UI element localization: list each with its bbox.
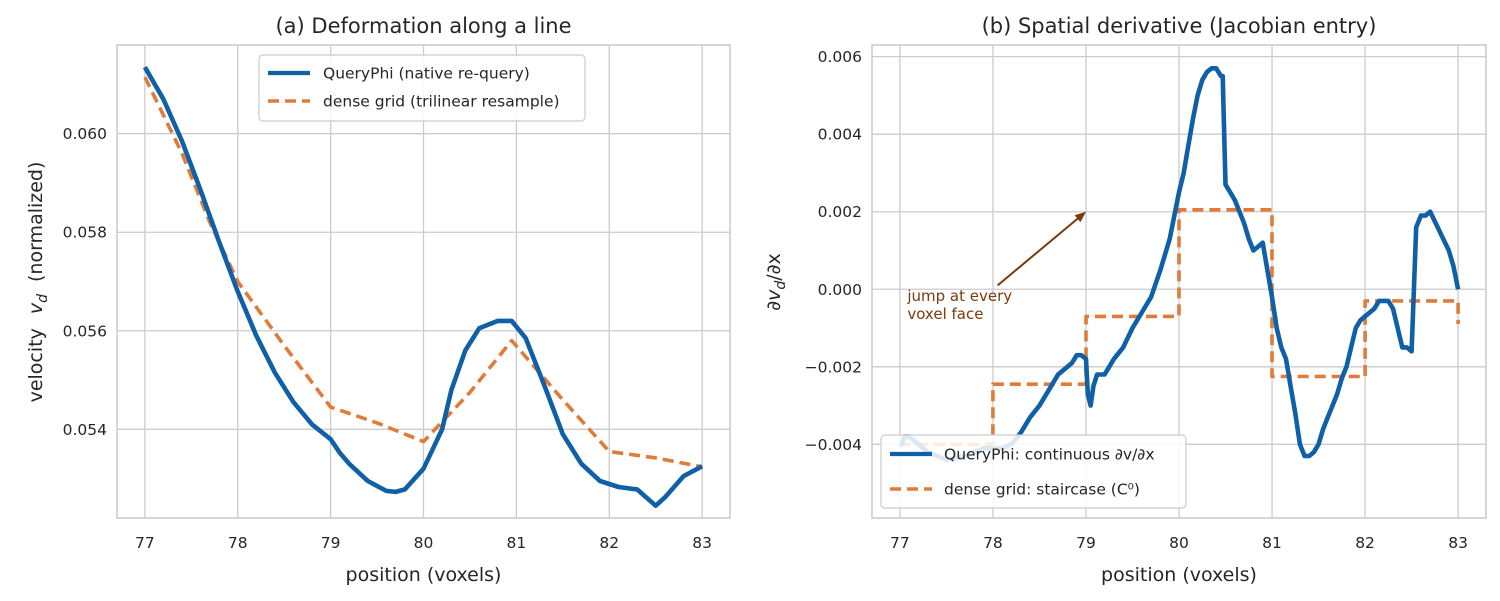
panel-b-ytick-label: 0.000 (818, 281, 862, 299)
panel-a-grid (117, 45, 730, 518)
panel-a-queryphi-line (142, 66, 704, 509)
panel-a-ytick-label: 0.054 (63, 421, 107, 439)
panel-a-xtick-label: 79 (321, 534, 341, 552)
panel-a-ytick-label: 0.058 (63, 224, 107, 242)
panel-b-ylabel-symbol: v (763, 289, 785, 301)
panel-b-dense-grid-line (899, 208, 1460, 447)
panel-a-ylabel: velocity vd (normalized) (25, 162, 51, 403)
panel-b-queryphi-line (899, 66, 1461, 463)
panel-a-ytick-label: 0.060 (63, 125, 107, 143)
panel-b-title: (b) Spatial derivative (Jacobian entry) (982, 14, 1377, 38)
panel-b-xtick-label: 83 (1448, 534, 1468, 552)
legend-a-dense-label: dense grid (trilinear resample) (323, 93, 560, 111)
legend-a-queryphi-label: QueryPhi (native re-query) (323, 65, 530, 83)
panel-b-ytick-label: 0.002 (818, 203, 862, 221)
panel-b-annotation: jump at every voxel face (906, 211, 1086, 323)
panel-b-series (899, 66, 1461, 463)
panel-b-xtick-label: 79 (1076, 534, 1096, 552)
panel-b-xtick-label: 82 (1355, 534, 1375, 552)
panel-b-ytick-label: 0.006 (818, 48, 862, 66)
panel-b-xtick-label: 77 (890, 534, 910, 552)
panel-a-xtick-label: 83 (692, 534, 712, 552)
panel-b-yticks: −0.004 −0.002 0.000 0.002 0.004 0.006 (805, 48, 862, 454)
panel-b: 77 78 79 80 81 82 83 −0.004 −0.002 0.000 0.002 0.0… (763, 14, 1487, 586)
legend-b-dense-label: dense grid: staircase (C⁰) (944, 481, 1140, 499)
panel-b-xtick-label: 78 (983, 534, 1003, 552)
panel-b-legend: QueryPhi: continuous ∂v/∂x dense grid: s… (880, 434, 1187, 509)
panel-b-ylabel-suffix: /∂x (763, 253, 785, 280)
panel-b-xtick-label: 80 (1169, 534, 1189, 552)
panel-a-xtick-label: 77 (135, 534, 155, 552)
panel-a-xtick-label: 78 (228, 534, 248, 552)
panel-a-ylabel-prefix: velocity (25, 328, 47, 402)
panel-a-xtick-label: 81 (507, 534, 527, 552)
panel-a-xticks: 77 78 79 80 81 82 83 (135, 534, 712, 552)
panel-a-ylabel-symbol: v (25, 302, 47, 314)
panel-a-legend: QueryPhi (native re-query) dense grid (t… (258, 54, 586, 122)
panel-a-xtick-label: 80 (414, 534, 434, 552)
annotation-text-line1: jump at every (906, 287, 1012, 305)
annotation-arrow (996, 217, 1079, 287)
legend-b-queryphi-label: QueryPhi: continuous ∂v/∂x (944, 446, 1155, 464)
panel-b-ytick-label: −0.004 (805, 436, 862, 454)
panel-b-ylabel: ∂vd/∂x (763, 253, 789, 310)
panel-a-xlabel: position (voxels) (346, 564, 502, 586)
panel-a-frame (116, 44, 731, 519)
annotation-arrowhead (1074, 211, 1086, 223)
panel-b-xlabel: position (voxels) (1101, 564, 1257, 586)
panel-b-frame (871, 44, 1487, 519)
panel-b-ylabel-subscript: d (773, 281, 789, 290)
panel-a-yticks: 0.054 0.056 0.058 0.060 (63, 125, 107, 439)
panel-a: 77 78 79 80 81 82 83 0.054 0.056 0.058 0.060 (a) … (25, 14, 731, 586)
panel-a-ytick-label: 0.056 (63, 322, 107, 340)
annotation-text-line2: voxel face (907, 305, 983, 323)
panel-a-xtick-label: 82 (599, 534, 619, 552)
panel-b-xtick-label: 81 (1262, 534, 1282, 552)
panel-b-ytick-label: 0.004 (818, 126, 862, 144)
panel-b-xticks: 77 78 79 80 81 82 83 (890, 534, 1468, 552)
panel-a-title: (a) Deformation along a line (275, 14, 571, 38)
panel-b-legend-box (880, 434, 1187, 509)
panel-b-ylabel-partial: ∂ (763, 301, 785, 311)
panel-a-ylabel-suffix: (normalized) (25, 162, 47, 282)
panel-b-ytick-label: −0.002 (805, 358, 862, 376)
panel-a-ylabel-subscript: d (35, 294, 51, 303)
panel-a-legend-box (258, 54, 586, 122)
panel-a-series (142, 66, 704, 509)
